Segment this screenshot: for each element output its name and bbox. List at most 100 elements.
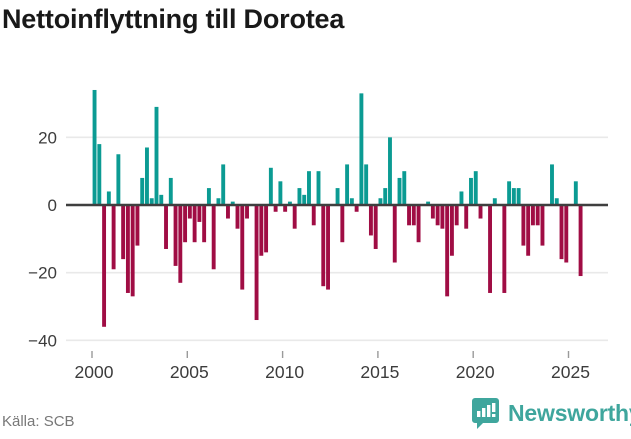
bar [392,205,397,263]
bar [368,205,373,236]
bar [535,205,540,226]
bar [307,171,311,205]
bar [192,205,197,243]
newsworthy-badge-icon [472,398,499,429]
bar [97,144,102,205]
bar [106,191,111,205]
migration-bar-chart: 20 0 −20 −40 2000 2005 2010 2015 2020 2025 [28,89,608,382]
bar [445,205,450,297]
bar [130,205,135,297]
bar [388,137,392,205]
bar [264,205,269,253]
bar [473,171,478,205]
bar [530,205,535,226]
bar [402,171,407,205]
bar [554,198,559,205]
bar [292,205,297,229]
bar [125,205,130,293]
bar [154,106,159,205]
bar [278,181,283,205]
bar [564,205,569,263]
bar [516,188,521,205]
bar [149,198,154,205]
bar [140,177,145,205]
bar [116,154,121,205]
bar [511,188,516,205]
bar [135,205,140,246]
x-tick-label: 2010 [265,362,304,382]
bar [111,205,116,270]
bar [430,205,435,219]
bar [206,188,211,205]
bar [273,205,278,212]
chart-footer: Källa: SCB Newsworthy [0,394,631,439]
bar [326,205,330,290]
bar [378,198,383,205]
bar [440,205,445,229]
bar [354,205,359,212]
bar [411,205,416,226]
bar [297,188,302,205]
bar [550,164,554,205]
x-tick-label: 2000 [75,362,114,382]
bar [526,205,531,256]
bar [335,188,340,205]
bar [359,93,364,205]
bar [459,191,464,205]
bar [349,198,354,205]
bar [216,198,221,205]
bar [573,181,578,205]
bar [492,198,497,205]
bar [173,205,178,266]
bar [426,201,431,205]
bar [178,205,183,283]
bar [540,205,545,246]
bar [283,205,288,212]
bar [416,205,421,243]
y-tick-label: 0 [48,196,57,215]
x-tick-label: 2025 [551,362,590,382]
bar [449,205,454,256]
bar [187,205,192,219]
bar [145,147,149,205]
bar [578,205,583,277]
bar [373,205,378,249]
bar [521,205,526,246]
bar [311,205,316,226]
y-tick-label: −40 [28,331,57,350]
bar [159,194,164,205]
bar [407,205,411,226]
bar [92,89,97,205]
bar [345,164,350,205]
bar [478,205,483,219]
bar [211,205,216,270]
bar [230,201,235,205]
bar [221,164,226,205]
newsworthy-logo-text: Newsworthy [508,400,631,426]
bar [383,188,388,205]
bar [364,164,369,205]
newsworthy-logo: Newsworthy [472,397,631,430]
bar [287,201,292,205]
y-tick-label: 20 [38,128,57,147]
bar [235,205,240,229]
bar [268,167,273,205]
bar [559,205,564,260]
bar [469,177,473,205]
bar [435,205,440,226]
bar [240,205,245,290]
bar [164,205,168,249]
bar [202,205,207,243]
bar [121,205,126,260]
bar [321,205,326,287]
bar [316,171,321,205]
bar [254,205,259,321]
y-tick-label: −20 [28,264,57,283]
bar [259,205,264,256]
bar [507,181,512,205]
bar [488,205,492,293]
bar [302,194,307,205]
source-label: Källa: SCB [2,413,75,430]
bar [502,205,507,293]
